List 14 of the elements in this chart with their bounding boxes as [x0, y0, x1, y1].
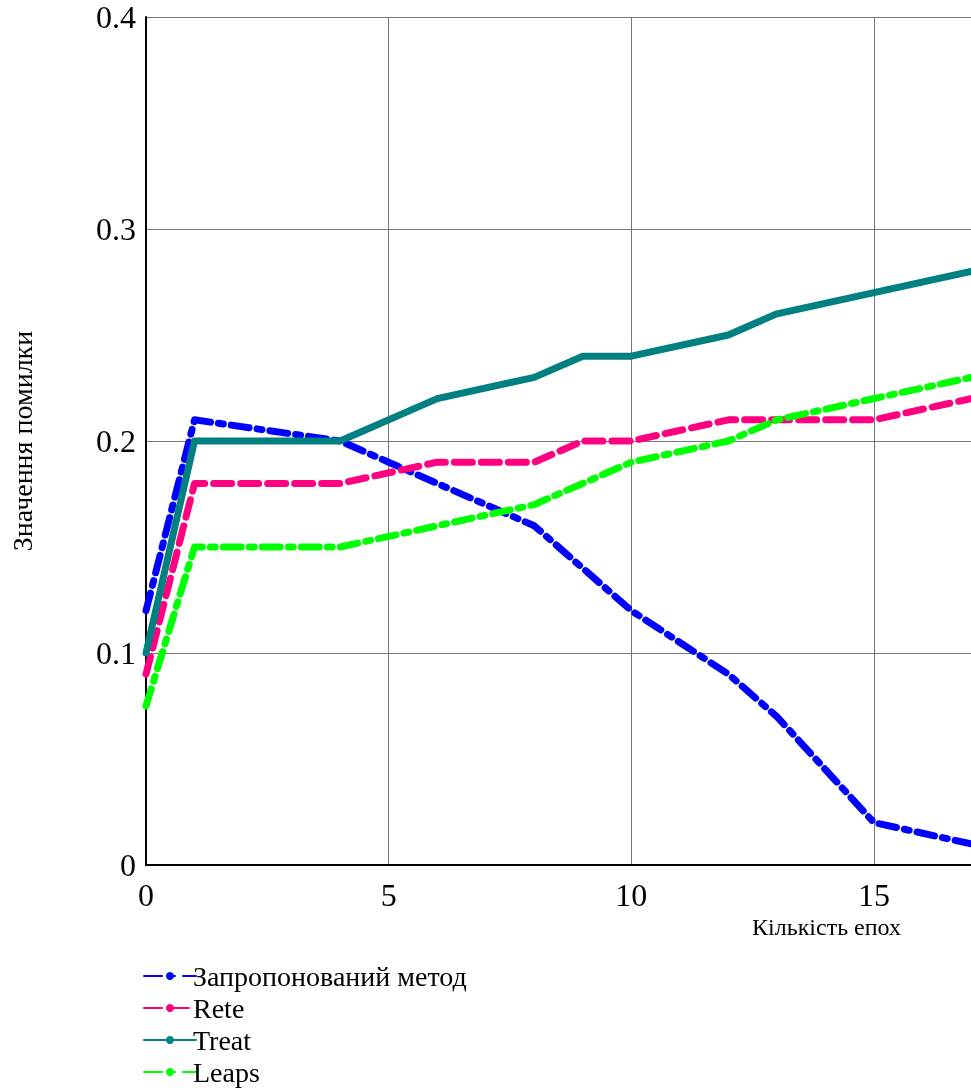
legend-label: Treat	[193, 1024, 252, 1056]
y-axis-title: Значення помилки	[6, 330, 38, 552]
x-tick-label: 15	[857, 877, 890, 913]
y-tick-label: 0.4	[96, 0, 136, 35]
y-tick-label: 0.3	[96, 211, 136, 247]
y-tick-label: 0.1	[96, 635, 136, 671]
legend-label: Leaps	[193, 1056, 260, 1088]
legend-label: Rete	[193, 992, 245, 1024]
legend-label: Запропонований метод	[193, 960, 467, 992]
x-tick-label: 10	[615, 877, 648, 913]
y-tick-label: 0.2	[96, 423, 136, 459]
x-axis-title: Кількість епох	[752, 914, 901, 940]
x-tick-label: 5	[380, 877, 397, 913]
y-tick-label: 0	[120, 847, 136, 883]
